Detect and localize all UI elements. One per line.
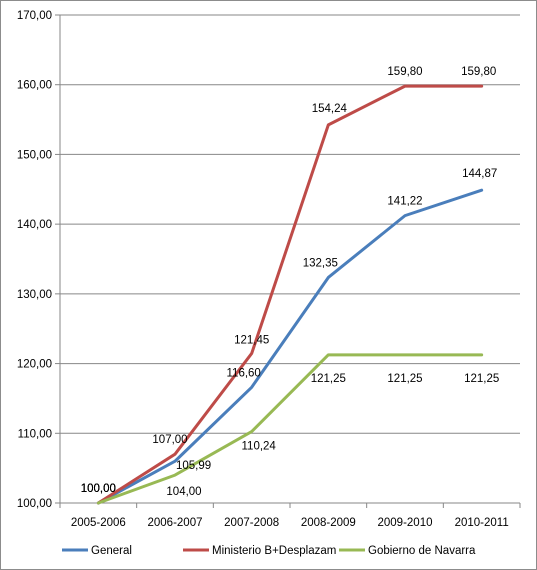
y-tick-label: 140,00 [17,219,52,231]
y-tick-label: 120,00 [17,359,52,371]
x-tick-label: 2008-2009 [301,517,356,529]
data-label: 159,80 [387,66,422,78]
data-label: 121,45 [234,334,269,346]
data-label: 121,25 [311,373,346,385]
x-tick-label: 2005-2006 [71,517,126,529]
x-tick-label: 2006-2007 [148,517,203,529]
y-tick-label: 170,00 [17,10,52,22]
y-tick-label: 160,00 [17,80,52,92]
y-tick-label: 100,00 [17,498,52,510]
legend-label: Gobierno de Navarra [368,545,476,557]
series-line-3 [96,353,484,505]
data-label: 116,60 [227,367,261,379]
x-tick-label: 2009-2010 [378,517,433,529]
data-label: 154,24 [312,103,348,115]
y-tick-label: 130,00 [17,289,52,301]
legend-label: General [91,545,132,557]
x-tick-label: 2007-2008 [224,517,279,529]
data-label: 110,24 [242,441,277,453]
y-tick-label: 150,00 [17,149,52,161]
data-label: 104,00 [166,486,201,498]
series-line-2 [96,84,484,505]
data-label: 100,00 [81,483,116,495]
data-label: 100,00 [81,483,116,495]
series-line-1 [96,188,484,505]
x-tick-label: 2010-2011 [455,517,509,529]
data-label: 132,35 [303,257,338,269]
data-label: 100,00 [81,483,116,495]
data-label: 141,22 [387,196,422,208]
data-label: 159,80 [461,66,496,78]
data-label: 144,87 [462,168,497,180]
data-label: 105,99 [176,460,211,472]
data-label: 121,25 [464,373,499,385]
data-label: 121,25 [387,373,422,385]
data-label: 107,00 [152,434,187,446]
legend-label: Ministerio B+Desplazam [212,545,336,557]
y-tick-label: 110,00 [18,428,52,440]
